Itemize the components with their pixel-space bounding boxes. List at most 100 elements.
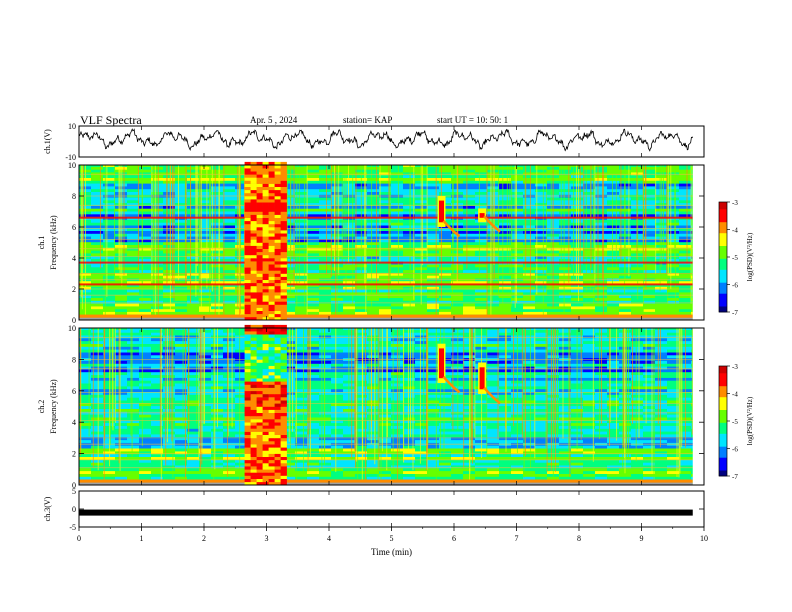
- ch2-spectrogram-cell: [655, 431, 668, 435]
- ch2-spectrogram-cell: [607, 462, 620, 466]
- ch2-spectrogram-cell: [235, 417, 248, 421]
- ch2-spectrogram-cell: [139, 448, 152, 452]
- ch2-spectrogram-cell: [175, 434, 188, 438]
- ch1-spectrogram-cell: [283, 230, 296, 234]
- ch2-spectrogram-cell: [667, 417, 680, 421]
- ch1-spectrogram-cell: [619, 308, 632, 312]
- ch2-spectrogram-cell: [91, 453, 104, 457]
- ch2-spectrogram-cell: [679, 462, 692, 466]
- ch1-spectrogram-burst-cell: [268, 295, 275, 299]
- ch1-spectrogram-cell: [283, 275, 296, 279]
- ch1-spectrogram-cell: [691, 280, 693, 284]
- ch1-spectrogram-cell: [403, 180, 416, 184]
- ch1-spectrogram-burst-cell: [256, 205, 263, 209]
- ch1-spectrogram-cell: [475, 308, 488, 312]
- ch1-spectrogram-cell: [655, 205, 668, 209]
- ch2-spectrogram-cell: [223, 420, 236, 424]
- ch1-spectrogram-cell: [511, 227, 524, 231]
- ch1-spectrogram-cell: [691, 297, 693, 301]
- ch1-spectrogram-cell: [295, 272, 308, 276]
- ch2-spectrogram-cell: [283, 445, 296, 449]
- ch2-spectrogram-cell: [439, 470, 452, 474]
- ch1-spectrogram-cell: [283, 165, 296, 167]
- ch1-spectrogram-cell: [535, 233, 548, 237]
- ch2-spectrogram-cell: [151, 473, 164, 477]
- ch1-spectrogram-cell: [535, 275, 548, 279]
- ch2-spectrogram-cell: [175, 453, 188, 457]
- ch1-spectrogram-cell: [211, 303, 224, 307]
- ch1-spectrogram-cell: [667, 183, 680, 187]
- ch1-spectrogram-cell: [187, 311, 200, 315]
- ch1-spectrogram-cell: [523, 202, 536, 206]
- ch1-spectrogram-cell: [499, 225, 512, 229]
- ch1-spectrogram-burst-cell: [250, 161, 257, 166]
- ch1-spectrogram-cell: [283, 227, 296, 231]
- ch1-spectrogram-cell: [295, 219, 308, 223]
- ch1-spectrogram-cell: [535, 272, 548, 276]
- ch1-spectrogram-cell: [559, 241, 572, 245]
- ch2-spectrogram-cell: [667, 448, 680, 452]
- ch2-spectrogram-cell: [631, 417, 644, 421]
- ch1-spectrogram-cell: [235, 177, 248, 181]
- ch1-spectrogram-cell: [199, 292, 212, 296]
- ch1-spectrogram-cell: [499, 211, 512, 215]
- ch2-spectrogram-cell: [415, 476, 428, 480]
- ch1-spectrogram-cell: [235, 205, 248, 209]
- ch1-spectrogram-cell: [223, 267, 236, 271]
- ch1-spectrogram-cell: [319, 264, 332, 268]
- ch2-spectrogram-cell: [235, 422, 248, 426]
- ch1-spectrogram-cell: [223, 233, 236, 237]
- ch1-spectrogram-cell: [511, 272, 524, 276]
- ch1-spectrogram-cell: [91, 239, 104, 243]
- ch1-spectrogram-cell: [199, 300, 212, 304]
- ch2-spectrogram-cell: [355, 473, 368, 477]
- ch1-spectrogram-cell: [691, 177, 693, 181]
- ch1-spectrogram-cell: [583, 241, 596, 245]
- ch1-spectrogram-cell: [595, 200, 608, 204]
- ch2-spectrogram-cell: [403, 408, 416, 412]
- ch1-spectrogram-cell: [187, 292, 200, 296]
- ch2-spectrogram-cell: [175, 459, 188, 463]
- ch2-spectrogram-cell: [103, 473, 116, 477]
- ch2-spectrogram-cell: [331, 473, 344, 477]
- ch1-spectrogram-burst-cell: [244, 230, 251, 234]
- ch1-spectrogram-cell: [139, 188, 152, 192]
- ch1-spectrogram-cell: [463, 230, 476, 234]
- ch1-spectrogram-cell: [211, 205, 224, 209]
- ch1-spectrogram-cell: [571, 174, 584, 178]
- ch1-spectrogram-burst-cell: [268, 189, 275, 194]
- ch2-spectrogram-cell: [79, 448, 92, 452]
- ch1-spectrogram-cell: [655, 225, 668, 229]
- ch1-spectrogram-cell: [463, 225, 476, 229]
- ch2-spectrogram-cell: [523, 405, 536, 409]
- ch1-spectrogram-cell: [91, 272, 104, 276]
- ch2-spectrogram-cell: [331, 476, 344, 480]
- ch1-spectrogram-cell: [199, 166, 212, 170]
- ch1-spectrogram-cell: [379, 272, 392, 276]
- ch1-spectrogram-cell: [559, 286, 572, 290]
- ch2-spectrogram-cell: [127, 470, 140, 474]
- ch2-spectrogram-cell: [115, 465, 128, 469]
- ch1-spectrogram-cell: [487, 255, 500, 259]
- ch2-spectrogram-cell: [607, 422, 620, 426]
- ch1-spectrogram-cell: [235, 297, 248, 301]
- ch2-spectrogram-cell: [523, 414, 536, 418]
- ch2-spectrogram-cell: [619, 473, 632, 477]
- ch1-spectrogram-cell: [439, 280, 452, 284]
- ch1-spectrogram-cell: [511, 200, 524, 204]
- ch2-spectrogram-cell: [631, 422, 644, 426]
- ch1-spectrogram-cell: [475, 165, 488, 167]
- ch1-spectrogram-burst-cell: [274, 289, 281, 293]
- ch1-spectrogram-cell: [127, 166, 140, 170]
- ch2-spectrogram-cell: [667, 459, 680, 463]
- ch1-spectrogram-burst-cell: [250, 230, 257, 234]
- ch2-spectrogram-cell: [559, 462, 572, 466]
- ch1-spectrogram-cell: [427, 211, 440, 215]
- ch1-spectrogram-burst-cell: [244, 307, 251, 311]
- ch1-spectrogram-burst-cell: [262, 208, 269, 212]
- ch2-spectrogram-cell: [379, 434, 392, 438]
- ch1-spectrogram-cell: [679, 297, 692, 301]
- ch1-spectrogram-cell: [487, 214, 500, 218]
- ch1-spectrogram-cell: [355, 292, 368, 296]
- ch1-spectrogram-cell: [199, 208, 212, 212]
